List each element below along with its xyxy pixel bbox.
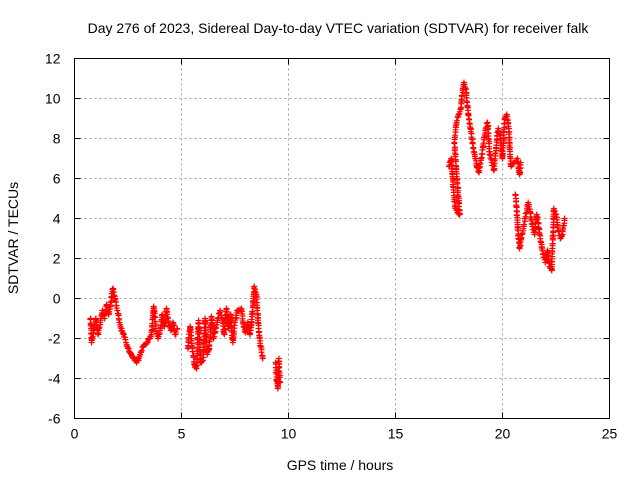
data-point bbox=[451, 144, 458, 151]
data-point bbox=[138, 347, 145, 354]
data-point bbox=[455, 111, 462, 118]
data-point bbox=[486, 151, 493, 158]
data-point bbox=[174, 325, 181, 332]
data-point bbox=[470, 145, 477, 152]
data-point bbox=[276, 379, 283, 386]
y-tick-label: 12 bbox=[45, 51, 61, 67]
data-point bbox=[130, 354, 137, 361]
data-point bbox=[561, 215, 568, 222]
data-point bbox=[144, 339, 151, 346]
data-point bbox=[230, 328, 237, 335]
grid bbox=[74, 58, 610, 419]
x-tick-label: 5 bbox=[178, 426, 186, 442]
data-point bbox=[259, 355, 266, 362]
data-point bbox=[217, 309, 224, 316]
x-tick-label: 0 bbox=[71, 426, 79, 442]
data-point bbox=[110, 286, 117, 293]
data-point bbox=[114, 307, 121, 314]
chart-title: Day 276 of 2023, Sidereal Day-to-day VTE… bbox=[88, 20, 590, 36]
data-points bbox=[87, 79, 568, 392]
data-point bbox=[257, 343, 264, 350]
data-point bbox=[517, 159, 524, 166]
x-tick-label: 25 bbox=[602, 426, 618, 442]
data-point bbox=[246, 330, 253, 337]
data-point bbox=[251, 283, 258, 290]
y-axis-label: SDTVAR / TECUs bbox=[5, 182, 21, 294]
x-tick-label: 15 bbox=[388, 426, 404, 442]
data-point bbox=[534, 216, 541, 223]
x-tick-label: 20 bbox=[495, 426, 511, 442]
data-point bbox=[478, 155, 485, 162]
y-tick-label: -4 bbox=[48, 371, 61, 387]
data-point bbox=[254, 307, 261, 314]
y-tick-label: 10 bbox=[45, 91, 61, 107]
data-point bbox=[480, 140, 487, 147]
y-tick-label: 6 bbox=[53, 171, 61, 187]
data-point bbox=[253, 296, 260, 303]
data-point bbox=[469, 140, 476, 147]
data-point bbox=[468, 135, 475, 142]
data-point bbox=[167, 327, 174, 334]
data-point bbox=[521, 221, 528, 228]
data-point bbox=[453, 117, 460, 124]
y-tick-label: 4 bbox=[53, 211, 61, 227]
data-point bbox=[258, 349, 265, 356]
data-point bbox=[198, 358, 205, 365]
y-tick-label: 2 bbox=[53, 251, 61, 267]
data-point bbox=[143, 340, 150, 347]
y-tick-label: -2 bbox=[48, 331, 61, 347]
x-tick-label: 10 bbox=[281, 426, 297, 442]
plot-frame bbox=[74, 58, 610, 419]
axis-ticks: 0 5 10 15 20 25 -6 -4 -2 0 2 4 6 8 10 12 bbox=[45, 51, 618, 442]
y-tick-label: 8 bbox=[53, 131, 61, 147]
y-tick-label: -6 bbox=[48, 411, 61, 427]
x-axis-label: GPS time / hours bbox=[287, 457, 394, 473]
data-point bbox=[551, 208, 558, 215]
data-point bbox=[172, 329, 179, 336]
data-point bbox=[477, 160, 484, 167]
y-tick-label: 0 bbox=[53, 291, 61, 307]
